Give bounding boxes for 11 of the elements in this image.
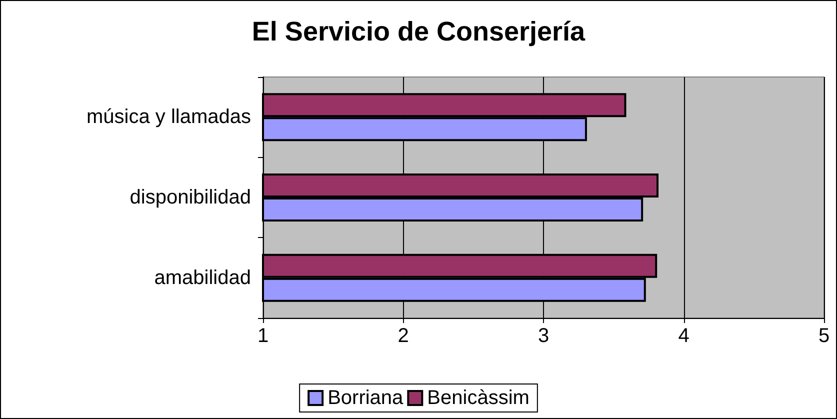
x-tick-label: 5 bbox=[818, 325, 830, 347]
y-tick-label: amabilidad bbox=[154, 266, 251, 289]
y-tick-label: música y llamadas bbox=[86, 106, 251, 128]
legend-label: Benicàssim bbox=[427, 387, 530, 409]
x-tick-label: 4 bbox=[678, 325, 690, 347]
legend-label: Borriana bbox=[328, 387, 404, 409]
x-tick-label: 3 bbox=[538, 325, 550, 347]
x-tick-label: 1 bbox=[257, 325, 269, 347]
chart-title: El Servicio de Conserjería bbox=[252, 16, 586, 46]
y-tick-label: disponibilidad bbox=[130, 186, 251, 208]
x-tick-label: 2 bbox=[398, 325, 409, 347]
